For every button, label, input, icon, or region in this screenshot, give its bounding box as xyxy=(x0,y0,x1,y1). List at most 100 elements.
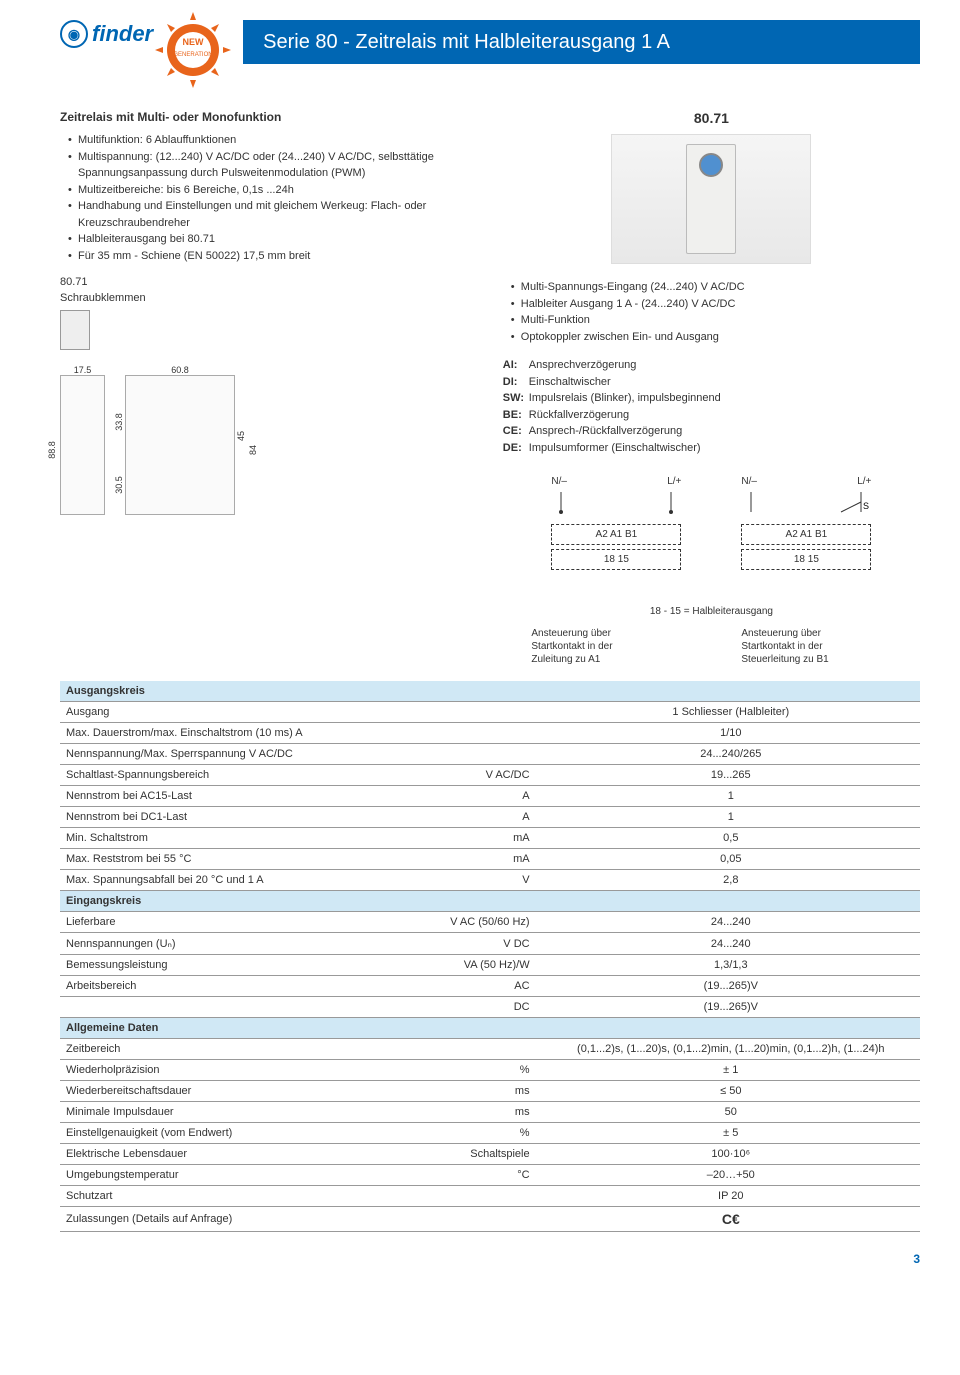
dim-h5: 84 xyxy=(248,445,258,455)
func-desc: Ansprechverzögerung xyxy=(529,359,637,371)
table-row: Nennstrom bei DC1-LastA1 xyxy=(60,807,920,828)
list-item: Halbleiter Ausgang 1 A - (24...240) V AC… xyxy=(511,296,920,313)
page-number: 3 xyxy=(60,1252,920,1266)
table-row: Zulassungen (Details auf Anfrage) C€ xyxy=(60,1207,920,1232)
wiring-bot: 18 15 xyxy=(551,549,681,570)
side-drawing: 33.8 30.5 45 84 xyxy=(125,375,235,515)
spec-value: 2,8 xyxy=(542,870,920,891)
spec-label: Einstellgenauigkeit (vom Endwert) xyxy=(60,1123,421,1144)
spec-unit: mA xyxy=(421,849,541,870)
spec-label: Nennspannung/Max. Sperrspannung V AC/DC xyxy=(60,744,421,765)
list-item: Multi-Funktion xyxy=(511,312,920,329)
spec-label: Arbeitsbereich xyxy=(60,976,421,997)
table-row: Elektrische LebensdauerSchaltspiele100·1… xyxy=(60,1144,920,1165)
spec-label: Nennstrom bei DC1-Last xyxy=(60,807,421,828)
caption-line: Steuerleitung zu B1 xyxy=(741,654,828,665)
spec-unit xyxy=(421,1207,541,1232)
terminal-icon xyxy=(60,310,90,350)
wiring-mid: A2 A1 B1 xyxy=(551,524,681,545)
table-row: Nennspannung/Max. Sperrspannung V AC/DC2… xyxy=(60,744,920,765)
func-code: SW: xyxy=(503,390,529,407)
spec-label: Schutzart xyxy=(60,1186,421,1207)
spec-unit: A xyxy=(421,807,541,828)
table-row: Minimale Impulsdauerms50 xyxy=(60,1102,920,1123)
ce-mark-icon: C€ xyxy=(722,1211,740,1227)
table-row: Wiederholpräzision%± 1 xyxy=(60,1060,920,1081)
spec-label: Max. Spannungsabfall bei 20 °C und 1 A xyxy=(60,870,421,891)
product-photo xyxy=(611,134,811,264)
wiring-diagram-1: N/–L/+ A2 A1 B1 18 15 xyxy=(551,476,681,596)
dim-h3: 30.5 xyxy=(114,476,124,494)
spec-unit: V DC xyxy=(421,933,541,955)
table-row: Ausgang1 Schliesser (Halbleiter) xyxy=(60,702,920,723)
spec-label: Bemessungsleistung xyxy=(60,955,421,976)
table-row: Nennstrom bei AC15-LastA1 xyxy=(60,786,920,807)
left-feature-list: Multifunktion: 6 Ablauffunktionen Multis… xyxy=(60,132,473,264)
spec-label: Elektrische Lebensdauer xyxy=(60,1144,421,1165)
func-row: DE:Impulsumformer (Einschaltwischer) xyxy=(503,440,920,457)
func-code: AI: xyxy=(503,357,529,374)
dim-width-front: 17.5 xyxy=(60,365,105,375)
specification-table: Ausgangskreis Ausgang1 Schliesser (Halbl… xyxy=(60,681,920,1232)
function-codes-list: AI:Ansprechverzögerung DI:Einschaltwisch… xyxy=(503,357,920,456)
func-code: CE: xyxy=(503,423,529,440)
wiring-label: N/– xyxy=(551,476,567,487)
relay-device-illustration xyxy=(686,144,736,254)
spec-unit: V AC/DC xyxy=(421,765,541,786)
content-columns: Zeitrelais mit Multi- oder Monofunktion … xyxy=(60,110,920,681)
spec-label: Lieferbare xyxy=(60,912,421,933)
caption-line: Ansteuerung über xyxy=(531,628,611,639)
spec-unit: % xyxy=(421,1123,541,1144)
control-captions: Ansteuerung über Startkontakt in der Zul… xyxy=(503,627,920,666)
table-row: BemessungsleistungVA (50 Hz)/W1,3/1,3 xyxy=(60,955,920,976)
spec-label xyxy=(60,997,421,1018)
right-feature-list: Multi-Spannungs-Eingang (24...240) V AC/… xyxy=(503,279,920,345)
spec-value: 1 xyxy=(542,807,920,828)
func-desc: Rückfallverzögerung xyxy=(529,409,629,421)
spec-label: Zeitbereich xyxy=(60,1039,421,1060)
table-row: Wiederbereitschaftsdauerms≤ 50 xyxy=(60,1081,920,1102)
model-number: 80.71 xyxy=(503,110,920,126)
page-title: Serie 80 - Zeitrelais mit Halbleiterausg… xyxy=(263,31,670,54)
spec-unit: mA xyxy=(421,828,541,849)
left-column: Zeitrelais mit Multi- oder Monofunktion … xyxy=(60,110,473,681)
caption-2: Ansteuerung über Startkontakt in der Ste… xyxy=(741,627,891,666)
table-row: Max. Spannungsabfall bei 20 °C und 1 AV2… xyxy=(60,870,920,891)
spec-label: Zulassungen (Details auf Anfrage) xyxy=(60,1207,421,1232)
spec-label: Nennstrom bei AC15-Last xyxy=(60,786,421,807)
spec-unit: % xyxy=(421,1060,541,1081)
func-desc: Impulsrelais (Blinker), impulsbeginnend xyxy=(529,392,721,404)
spec-value: 50 xyxy=(542,1102,920,1123)
dimension-drawings: 17.5 88.8 60.8 33.8 30.5 45 84 xyxy=(60,365,473,515)
func-row: BE:Rückfallverzögerung xyxy=(503,407,920,424)
func-code: DI: xyxy=(503,374,529,391)
svg-text:GENERATION: GENERATION xyxy=(174,52,213,58)
spec-value: 0,5 xyxy=(542,828,920,849)
spec-value: 1 xyxy=(542,786,920,807)
spec-unit xyxy=(421,1186,541,1207)
front-view: 17.5 88.8 xyxy=(60,365,105,515)
spec-value: 1 Schliesser (Halbleiter) xyxy=(542,702,920,723)
table-row: LieferbareV AC (50/60 Hz)24...240 xyxy=(60,912,920,933)
left-section-title: Zeitrelais mit Multi- oder Monofunktion xyxy=(60,110,473,124)
func-row: CE:Ansprech-/Rückfallverzögerung xyxy=(503,423,920,440)
spec-value: 100·10⁶ xyxy=(542,1144,920,1165)
spec-value: ± 5 xyxy=(542,1123,920,1144)
table-row: Schaltlast-SpannungsbereichV AC/DC19...2… xyxy=(60,765,920,786)
wiring-label: L/+ xyxy=(857,476,871,487)
table-row: DC(19...265)V xyxy=(60,997,920,1018)
table-row: Max. Reststrom bei 55 °CmA0,05 xyxy=(60,849,920,870)
caption-line: Startkontakt in der xyxy=(531,641,612,652)
spec-unit: Schaltspiele xyxy=(421,1144,541,1165)
list-item: Multifunktion: 6 Ablauffunktionen xyxy=(68,132,473,149)
wiring-mid: A2 A1 B1 xyxy=(741,524,871,545)
spec-unit: A xyxy=(421,786,541,807)
spec-unit xyxy=(421,744,541,765)
table-row: Zeitbereich(0,1...2)s, (1...20)s, (0,1..… xyxy=(60,1039,920,1060)
caption-line: Ansteuerung über xyxy=(741,628,821,639)
front-drawing: 88.8 xyxy=(60,375,105,515)
brand-logo: ◉ finder xyxy=(60,20,153,48)
spec-value: 24...240 xyxy=(542,912,920,933)
spec-value: (19...265)V xyxy=(542,997,920,1018)
list-item: Für 35 mm - Schiene (EN 50022) 17,5 mm b… xyxy=(68,248,473,265)
